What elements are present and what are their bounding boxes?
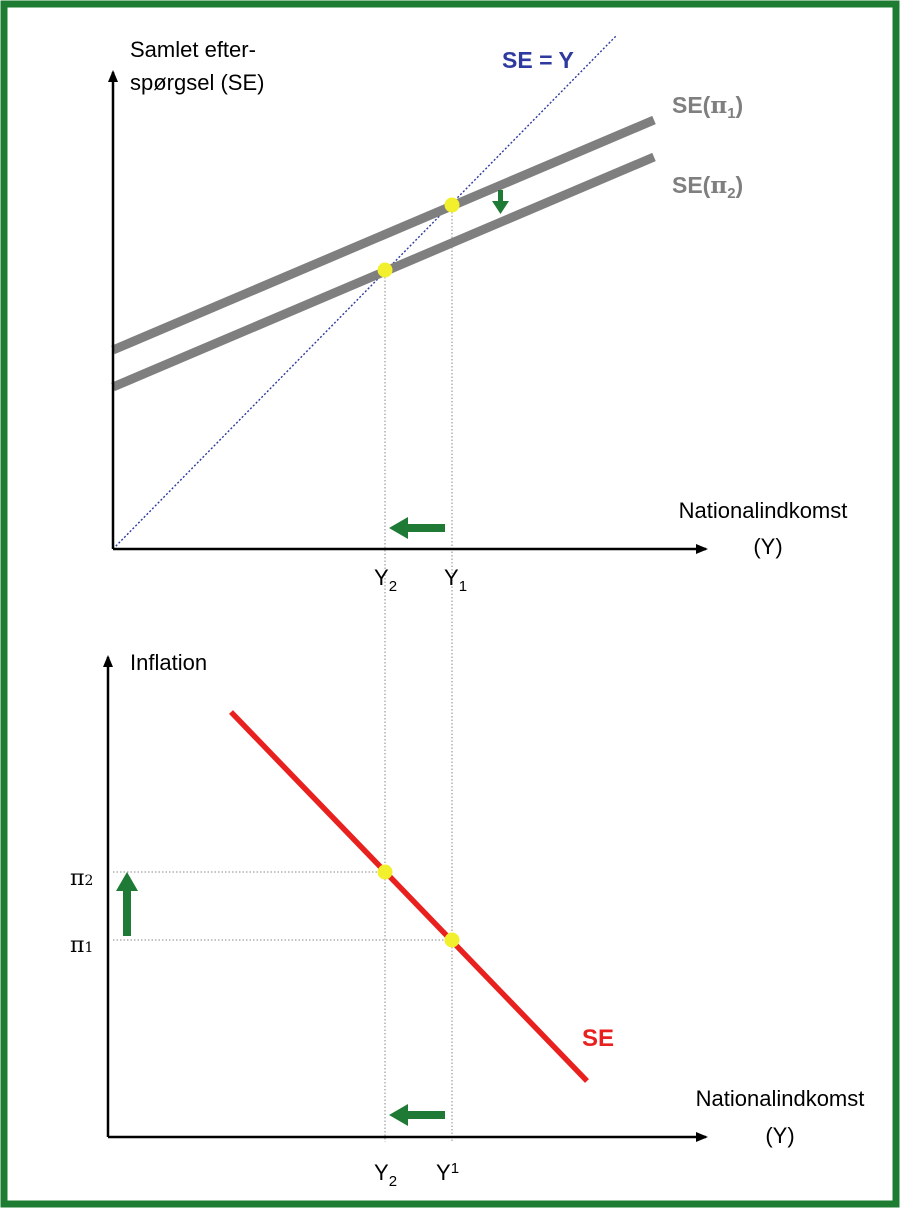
top-tick-y1: Y1 [444,565,467,595]
arrow-left-icon [389,1104,445,1126]
top-tick-y2: Y2 [374,565,397,595]
bottom-equilibrium-dot-y1 [444,932,460,948]
bottom-x-axis-label-line2: (Y) [765,1123,794,1148]
top-y-axis-label-line1: Samlet efter- [130,37,256,62]
se-pi1-curve [111,115,656,355]
se-equals-y-label: SE = Y [502,47,574,73]
se-curve-label: SE [582,1025,614,1052]
bottom-x-axis-label-line1: Nationalindkomst [696,1086,865,1111]
top-equilibrium-dot-y2 [377,262,393,278]
top-equilibrium-dot-y1 [444,197,460,213]
arrow-up-icon [116,872,138,936]
bottom-y-axis-label: Inflation [130,650,207,675]
top-y-axis-label-line2: spørgsel (SE) [130,70,264,95]
top-x-axis-label-line2: (Y) [753,534,782,559]
bottom-tick-y1: Y1 [436,1160,459,1185]
se-inflation-curve [229,710,589,1083]
tick-pi1: π1 [70,933,93,958]
se-pi1-label: SE(π1) [672,92,743,122]
bottom-tick-y2: Y2 [374,1160,397,1190]
bottom-panel: Inflation π2 π1 SE Nationalindkomst (Y) … [70,650,864,1190]
arrow-left-icon [389,517,445,539]
top-x-axis-label-line1: Nationalindkomst [679,498,848,523]
bottom-equilibrium-dot-y2 [377,864,393,880]
se-pi2-label: SE(π2) [672,172,743,202]
tick-pi2: π2 [70,866,93,891]
arrow-down-icon [492,190,509,214]
top-panel: Samlet efter- spørgsel (SE) SE = Y SE(π1… [108,35,848,1142]
